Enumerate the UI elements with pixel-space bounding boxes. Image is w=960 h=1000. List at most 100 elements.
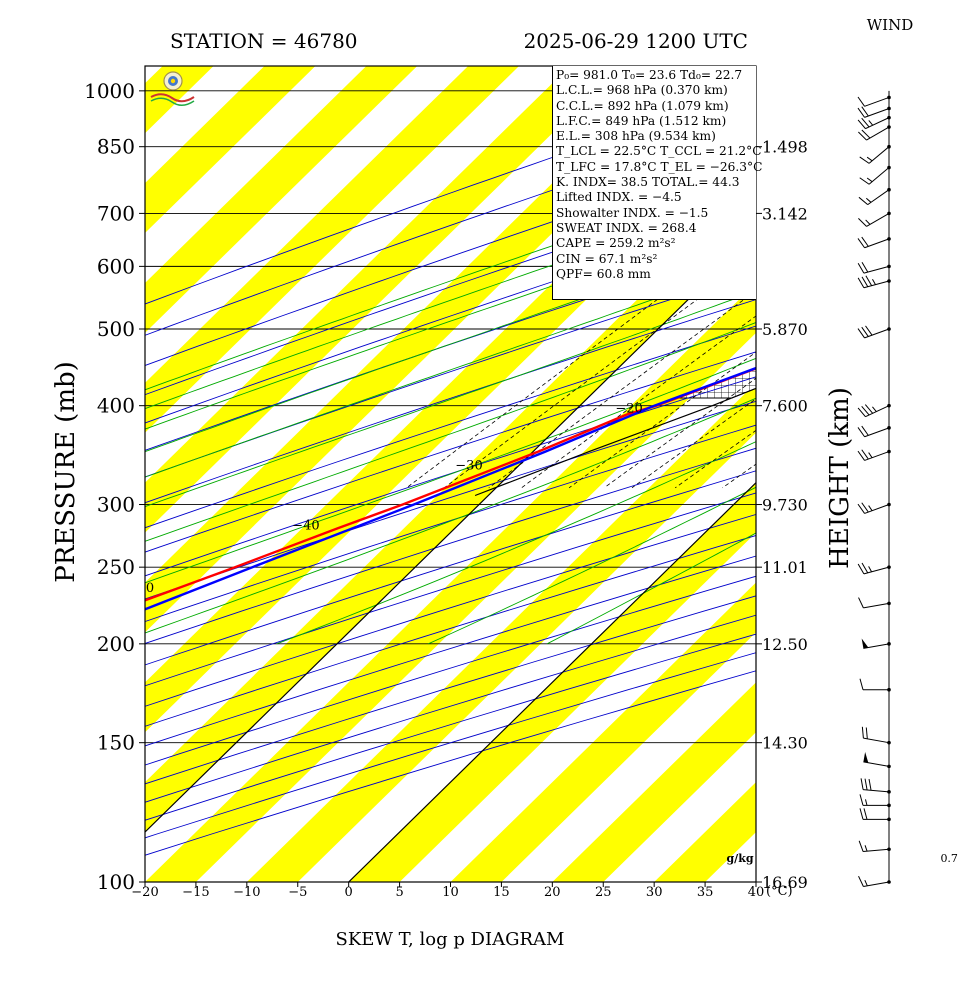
info-ccl: C.C.L.= 892 hPa (1.079 km) bbox=[556, 98, 729, 113]
isotherm-label: −20 bbox=[615, 401, 642, 416]
dry-adiabat bbox=[145, 351, 756, 553]
wind-barb-half bbox=[866, 156, 873, 162]
wind-barb-flag bbox=[861, 638, 869, 649]
temperature-tick-label: 15 bbox=[493, 885, 510, 900]
pressure-tick-label: 150 bbox=[97, 731, 135, 755]
temperature-tick-label: 0 bbox=[345, 885, 353, 900]
wind-barb-staff bbox=[864, 451, 890, 461]
height-tick-label: 7.600 bbox=[762, 397, 808, 416]
plot-area: −90−80−70−60−50−40−30−20−100102030 bbox=[0, 66, 960, 882]
wind-barb-full bbox=[859, 808, 864, 820]
wind-barb-full bbox=[857, 277, 865, 288]
wind-barb-staff bbox=[863, 265, 890, 274]
pressure-tick-label: 850 bbox=[97, 135, 135, 159]
wind-barb-half bbox=[865, 219, 871, 225]
height-tick-label: 12.50 bbox=[762, 635, 808, 654]
wind-barb-full bbox=[864, 404, 874, 414]
wind-barb-full bbox=[858, 840, 864, 852]
x-unit-label: (°C) bbox=[766, 884, 793, 899]
isotherm-labels: −90−80−70−60−50−40−30−20−100102030 bbox=[127, 401, 643, 596]
pressure-tick-label: 300 bbox=[97, 493, 135, 517]
wind-barb-full bbox=[857, 96, 865, 107]
pressure-tick-label: 200 bbox=[97, 632, 135, 656]
wind-barb-full bbox=[858, 597, 864, 609]
isotherm-stripe bbox=[858, 66, 960, 882]
wind-barb-full bbox=[865, 275, 873, 286]
sounding-profiles bbox=[145, 366, 756, 611]
isotherm-stripe bbox=[0, 66, 10, 882]
wind-barb-full bbox=[861, 117, 870, 128]
mixing-ratio-line bbox=[851, 66, 960, 488]
isotherm-stripe bbox=[145, 66, 214, 134]
logo bbox=[148, 67, 196, 107]
wind-barb-full bbox=[861, 276, 869, 287]
info-qpf: QPF= 60.8 mm bbox=[556, 266, 651, 281]
temperature-tick-label: −5 bbox=[288, 885, 307, 900]
mixing-ratio-line bbox=[778, 66, 960, 488]
sounding-indices-box: P₀= 981.0 T₀= 23.6 Td₀= 22.7 L.C.L.= 968… bbox=[552, 66, 762, 300]
pressure-tick-label: 1000 bbox=[84, 79, 135, 103]
dry-adiabat bbox=[145, 447, 756, 644]
dry-adiabat bbox=[145, 535, 756, 727]
wind-barb-full bbox=[861, 236, 869, 247]
info-cape: CAPE = 259.2 m²s² bbox=[556, 236, 676, 251]
mixing-ratio-line bbox=[488, 290, 756, 489]
wind-barb-full bbox=[859, 156, 870, 164]
isotherm-stripe bbox=[145, 66, 621, 533]
datetime-label: 2025-06-29 1200 UTC bbox=[524, 29, 748, 53]
temperature-tick-label: 25 bbox=[595, 885, 612, 900]
isotherm-label: −40 bbox=[292, 519, 319, 534]
wind-barb-staff bbox=[863, 881, 890, 888]
wind-barb-full bbox=[857, 407, 866, 417]
dry-adiabat bbox=[145, 184, 756, 396]
wind-barb-full bbox=[865, 727, 868, 739]
info-el: E.L.= 308 hPa (9.534 km) bbox=[556, 129, 716, 144]
dry-adiabat bbox=[145, 470, 756, 666]
temperature-axis: −20 −15 −10 −5 0 5 10 15 20 25 30 35 40 bbox=[131, 882, 764, 900]
y2-axis-title: HEIGHT (km) bbox=[825, 387, 855, 569]
wind-barb-full bbox=[861, 425, 869, 436]
mixing-ratio-label: 0.7 bbox=[940, 852, 958, 865]
dry-adiabat bbox=[145, 513, 756, 707]
info-surface: P₀= 981.0 T₀= 23.6 Td₀= 22.7 bbox=[556, 68, 743, 82]
wind-barb-staff bbox=[865, 117, 890, 130]
pressure-tick-label: 700 bbox=[97, 201, 135, 225]
isotherm-label: −50 bbox=[127, 581, 154, 596]
wind-barb-staff bbox=[863, 737, 890, 744]
height-tick-label: 14.30 bbox=[762, 734, 808, 753]
wind-barb-half bbox=[872, 278, 876, 285]
isotherm-stripe bbox=[756, 66, 960, 882]
wind-barb-full bbox=[858, 218, 867, 227]
wind-barb-half bbox=[872, 406, 877, 412]
wind-barb-full bbox=[857, 563, 865, 575]
temperature-tick-label: 10 bbox=[442, 885, 459, 900]
info-cin: CIN = 67.1 m²s² bbox=[556, 251, 658, 266]
wind-barb-half bbox=[864, 879, 868, 887]
moist-adiabat bbox=[145, 262, 756, 478]
info-lcl: L.C.L.= 968 hPa (0.370 km) bbox=[556, 83, 728, 98]
height-tick-label: 1.498 bbox=[762, 138, 808, 157]
wind-barb-full bbox=[861, 405, 870, 416]
info-showalter: Showalter INDX. = −1.5 bbox=[556, 205, 709, 220]
wind-barb-staff bbox=[863, 643, 890, 649]
wind-barb-staff bbox=[865, 405, 890, 418]
wind-barb-staff bbox=[864, 504, 890, 514]
wind-barb-full bbox=[857, 503, 865, 514]
pressure-axis: 100 150 200 250 300 400 500 600 700 850 1000 bbox=[84, 79, 145, 894]
wind-barb-full bbox=[858, 131, 867, 141]
dry-adiabat bbox=[145, 424, 756, 623]
wind-barb-full bbox=[861, 562, 869, 574]
height-tick-label: 9.730 bbox=[762, 496, 808, 515]
pressure-tick-label: 500 bbox=[97, 317, 135, 341]
height-tick-label: 16.69 bbox=[762, 873, 808, 892]
moist-adiabat bbox=[145, 322, 756, 542]
wind-barb-staff bbox=[864, 108, 890, 118]
wind-barb-full bbox=[861, 726, 864, 739]
pressure-tick-label: 100 bbox=[97, 870, 135, 894]
wind-barb-staff bbox=[863, 789, 890, 793]
wind-barb-full bbox=[859, 794, 864, 806]
wind-barb-full bbox=[857, 238, 865, 249]
wind-barb-staff bbox=[864, 96, 890, 107]
pressure-tick-label: 250 bbox=[97, 555, 135, 579]
wind-barb-staff bbox=[863, 280, 890, 289]
